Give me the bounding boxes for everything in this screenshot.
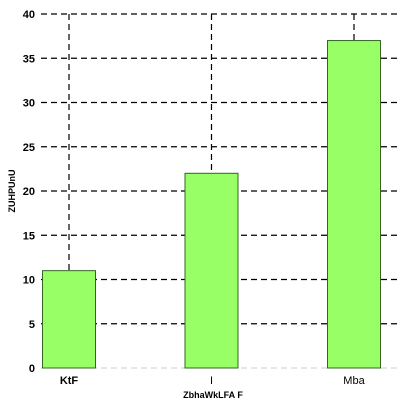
- x-tick-label: Mba: [343, 375, 365, 387]
- y-tick-label: 15: [23, 230, 35, 242]
- x-tick-label: I: [210, 375, 213, 387]
- x-tick-label: KtF: [60, 375, 79, 387]
- y-tick-label: 0: [29, 363, 35, 375]
- y-tick-label: 40: [23, 9, 35, 21]
- y-tick-label: 35: [23, 53, 35, 65]
- y-tick-label: 20: [23, 186, 35, 198]
- y-tick-label: 5: [29, 319, 35, 331]
- y-axis-label: ZUHPUnU: [7, 170, 17, 213]
- bar-ktf: [42, 270, 96, 369]
- bar-mba: [327, 40, 381, 369]
- y-tick-labels: 0 5 10 15 20 25 30 35 40: [23, 9, 35, 375]
- y-tick-label: 10: [23, 275, 35, 287]
- bars: [42, 40, 381, 369]
- bar-i: [184, 172, 239, 369]
- x-tick-labels: KtF I Mba: [60, 375, 366, 387]
- x-axis-label: ZbhaWkLFA F: [183, 390, 243, 400]
- y-tick-label: 30: [23, 98, 35, 110]
- y-tick-label: 25: [23, 142, 35, 154]
